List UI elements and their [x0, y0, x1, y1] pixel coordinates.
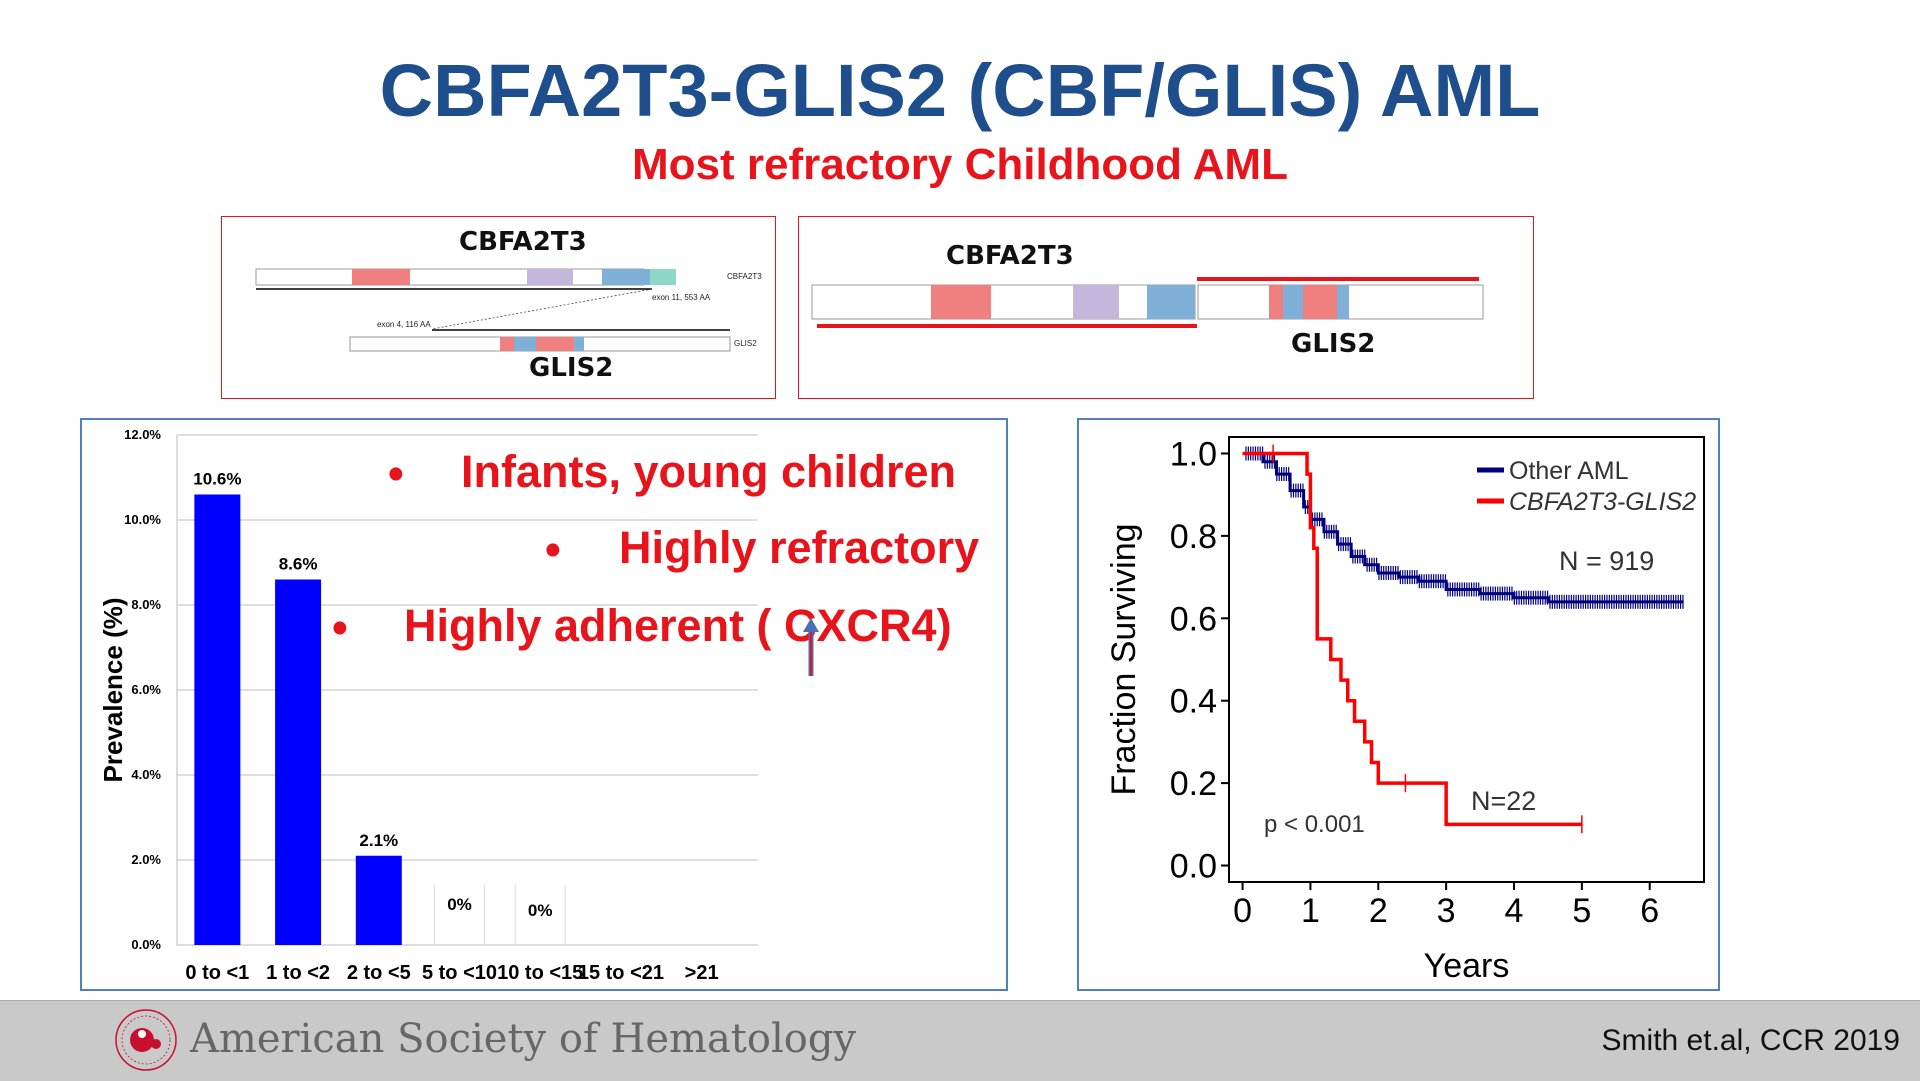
- y-tick-label: 12.0%: [124, 427, 161, 442]
- y-tick-label: 4.0%: [131, 767, 161, 782]
- x-tick-label: 2: [1369, 892, 1388, 930]
- slide-title: CBFA2T3-GLIS2 (CBF/GLIS) AML: [379, 49, 1541, 132]
- y-tick-label: 1.0: [1170, 435, 1217, 473]
- y-tick-label: 2.0%: [131, 852, 161, 867]
- x-tick-label: 1 to <2: [266, 962, 330, 984]
- y-tick-label: 10.0%: [124, 512, 161, 527]
- x-tick-label: 6: [1640, 892, 1659, 930]
- x-tick-label: 15 to <21: [578, 962, 664, 984]
- n-annotation: N=22: [1471, 786, 1536, 816]
- survival-plot: 0.0 0.2 0.4 0.6 0.8 1.0 0 1 2 3 4 5 6 Years Fraction S…: [1077, 418, 1720, 991]
- x-tick-label: 10 to <15: [497, 962, 583, 984]
- bar: [355, 855, 402, 945]
- bullet-text-2: Highly refractory: [619, 522, 980, 573]
- y-tick-label: 0.0: [1170, 848, 1217, 886]
- x-tick-label: >21: [685, 962, 719, 984]
- fusion-protein-diagram: [811, 277, 1484, 328]
- bullet-text-3: Highly adherent ( CXCR4): [404, 600, 952, 651]
- data-label: 2.1%: [359, 831, 398, 850]
- bullet-marker-3: •: [332, 602, 348, 653]
- gene-label-glis2: GLIS2: [1291, 329, 1376, 359]
- x-tick-label: 4: [1505, 892, 1524, 930]
- up-arrow-icon: [803, 618, 819, 676]
- track-label-cbfa2t3: CBFA2T3: [727, 272, 762, 281]
- citation: Smith et.al, CCR 2019: [1601, 1024, 1900, 1057]
- data-label: 10.6%: [193, 470, 241, 489]
- bar: [275, 579, 322, 945]
- x-tick-label: 1: [1301, 892, 1320, 930]
- bullet-marker-1: •: [388, 448, 404, 499]
- x-tick-label: 3: [1437, 892, 1456, 930]
- slide-subtitle: Most refractory Childhood AML: [632, 140, 1288, 189]
- y-tick-label: 0.4: [1170, 683, 1217, 721]
- y-tick-label: 8.0%: [131, 597, 161, 612]
- bar: [194, 494, 241, 945]
- exon-label-glis2: exon 4, 116 AA: [377, 320, 431, 329]
- ash-logo-icon: [115, 1009, 177, 1071]
- y-tick-label: 0.0%: [131, 937, 161, 952]
- x-axis-label: Years: [1424, 947, 1510, 985]
- domain-blue: [602, 269, 650, 285]
- gene-label-cbfa2t3: CBFA2T3: [946, 241, 1074, 271]
- y-tick-label: 6.0%: [131, 682, 161, 697]
- footer-bar: [0, 1000, 1920, 1081]
- fusion-diagram-left: CBFA2T3 CBFA2T3 exon 11, 553 AA exon 4, …: [221, 216, 776, 399]
- x-tick-label: 2 to <5: [347, 962, 411, 984]
- legend-label: CBFA2T3-GLIS2: [1509, 488, 1696, 516]
- exon-label-cbfa2t3: exon 11, 553 AA: [652, 293, 711, 302]
- y-tick-label: 0.2: [1170, 765, 1217, 803]
- p-value-annotation: p < 0.001: [1264, 811, 1365, 838]
- gene-label-glis2: GLIS2: [529, 353, 614, 383]
- prevalence-bar-chart: 0.0% 2.0% 4.0% 6.0% 8.0% 10.0% 12.0% Prevalence…: [80, 418, 1008, 991]
- domain-teal: [650, 269, 676, 285]
- y-axis-label: Prevalence (%): [98, 598, 128, 783]
- x-tick-label: 5 to <10: [422, 962, 497, 984]
- bar-chart-svg: 0.0% 2.0% 4.0% 6.0% 8.0% 10.0% 12.0% Prevalence…: [98, 427, 758, 984]
- bullet-text-1: Infants, young children: [461, 446, 957, 497]
- survival-curve: [1242, 451, 1582, 827]
- cbfa2t3-track: [255, 268, 645, 286]
- fusion-diagram-right: CBFA2T3 GLIS2: [798, 216, 1534, 399]
- x-tick-label: 0 to <1: [185, 962, 249, 984]
- y-tick-label: 0.8: [1170, 518, 1217, 556]
- n-annotation: N = 919: [1559, 546, 1654, 576]
- data-label: 0%: [528, 901, 553, 920]
- km-plot-svg: 0.0 0.2 0.4 0.6 0.8 1.0 0 1 2 3 4 5 6 Years Fraction S…: [1105, 435, 1705, 985]
- legend-label: Other AML: [1509, 457, 1629, 485]
- domain-purple: [527, 269, 573, 285]
- data-label: 8.6%: [279, 555, 318, 574]
- y-axis-label: Fraction Surviving: [1105, 523, 1143, 795]
- y-tick-label: 0.6: [1170, 600, 1217, 638]
- plot-frame: [1228, 436, 1705, 883]
- gene-label-cbfa2t3: CBFA2T3: [459, 227, 587, 257]
- x-tick-label: 5: [1572, 892, 1591, 930]
- organization-name: American Society of Hematology: [190, 1016, 857, 1062]
- x-tick-label: 0: [1233, 892, 1252, 930]
- cbfa2t3-segment: [811, 284, 1196, 320]
- domain-red: [352, 269, 410, 285]
- data-label: 0%: [447, 895, 472, 914]
- bullet-marker-2: •: [545, 524, 561, 575]
- protein-domain-diagram: [255, 268, 731, 352]
- track-label-glis2: GLIS2: [734, 339, 757, 348]
